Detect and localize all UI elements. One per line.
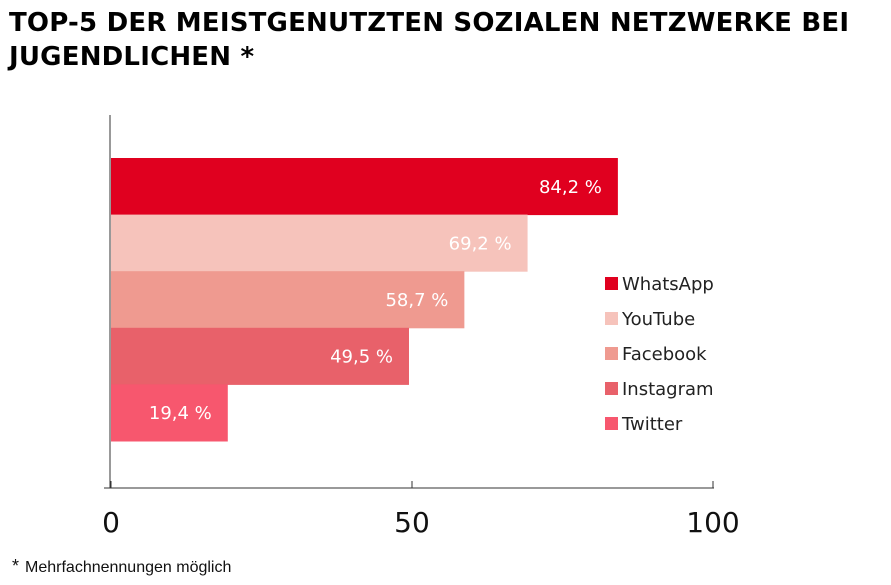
axis-group: 0 50 100: [102, 115, 740, 539]
bars-group: 84,2 % 69,2 % 58,7 % 49,5 % 19,4 %: [111, 158, 618, 442]
footnote: * Mehrfachnennungen möglich: [12, 556, 231, 577]
footnote-marker: *: [12, 556, 20, 576]
legend-label-facebook: Facebook: [622, 344, 707, 365]
legend-swatch-instagram: [605, 382, 618, 395]
footnote-text: Mehrfachnennungen möglich: [25, 559, 232, 576]
legend-label-youtube: YouTube: [621, 309, 695, 330]
bar-label-twitter: 19,4 %: [149, 403, 212, 424]
legend-label-instagram: Instagram: [622, 379, 714, 400]
legend-label-twitter: Twitter: [621, 414, 683, 435]
legend-swatch-whatsapp: [605, 277, 618, 290]
legend-swatch-facebook: [605, 347, 618, 360]
legend-label-whatsapp: WhatsApp: [622, 274, 714, 295]
bar-label-whatsapp: 84,2 %: [539, 177, 602, 198]
x-tick-label-50: 50: [394, 506, 430, 539]
legend: WhatsApp YouTube Facebook Instagram Twitter: [605, 274, 714, 435]
x-tick-label-0: 0: [102, 506, 120, 539]
x-tick-label-100: 100: [686, 506, 739, 539]
bar-twitter: [111, 384, 228, 442]
bar-label-instagram: 49,5 %: [330, 347, 393, 368]
bar-instagram: [111, 327, 409, 385]
legend-swatch-twitter: [605, 417, 618, 430]
bar-facebook: [111, 271, 465, 329]
legend-swatch-youtube: [605, 312, 618, 325]
chart-title: TOP-5 DER MEISTGENUTZTEN SOZIALEN NETZWE…: [9, 8, 850, 72]
bar-label-facebook: 58,7 %: [385, 290, 448, 311]
bar-whatsapp: [111, 158, 618, 216]
bar-label-youtube: 69,2 %: [449, 233, 512, 254]
bar-youtube: [111, 214, 528, 272]
